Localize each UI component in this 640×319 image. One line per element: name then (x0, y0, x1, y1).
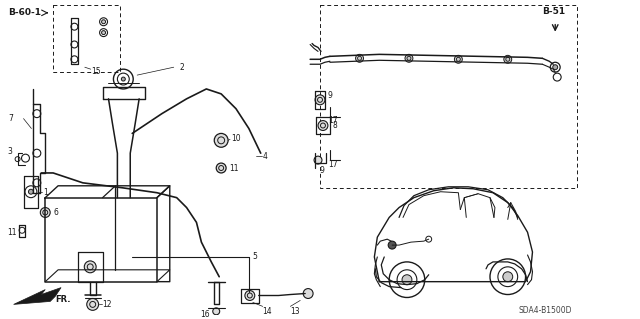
Circle shape (40, 208, 50, 218)
Circle shape (314, 156, 322, 164)
Circle shape (454, 55, 462, 63)
Circle shape (405, 54, 413, 62)
Polygon shape (13, 288, 61, 304)
Text: 4: 4 (262, 152, 268, 161)
Circle shape (318, 121, 328, 130)
Text: 16: 16 (200, 310, 210, 319)
Text: 17: 17 (328, 160, 337, 168)
Text: 8: 8 (333, 121, 337, 130)
Text: 9: 9 (320, 167, 325, 175)
Text: 12: 12 (102, 300, 112, 309)
Circle shape (402, 275, 412, 285)
Text: 3: 3 (8, 147, 13, 156)
Text: 14: 14 (262, 307, 272, 316)
Circle shape (122, 77, 125, 81)
Bar (320, 5, 577, 188)
Circle shape (503, 272, 513, 282)
Circle shape (28, 189, 33, 194)
Text: 10: 10 (231, 134, 241, 143)
Text: 5: 5 (253, 252, 258, 262)
Text: 17: 17 (328, 116, 337, 125)
Text: 1: 1 (44, 188, 48, 197)
Circle shape (84, 261, 96, 273)
Text: SDA4-B1500D: SDA4-B1500D (518, 306, 572, 315)
Text: 15: 15 (91, 67, 100, 76)
Circle shape (214, 133, 228, 147)
Text: 11: 11 (8, 228, 17, 237)
Circle shape (303, 289, 313, 299)
Text: 9: 9 (328, 91, 333, 100)
Text: 7: 7 (9, 114, 13, 123)
Circle shape (216, 163, 226, 173)
Text: 6: 6 (53, 208, 58, 217)
Circle shape (245, 291, 255, 300)
Bar (53, 5, 120, 72)
Text: 11: 11 (229, 164, 239, 173)
Circle shape (315, 95, 325, 105)
Circle shape (87, 299, 99, 310)
Circle shape (504, 55, 512, 63)
Text: FR.: FR. (55, 295, 70, 304)
Circle shape (102, 20, 106, 24)
Text: B-60-1: B-60-1 (8, 8, 41, 17)
Circle shape (388, 241, 396, 249)
Text: 2: 2 (180, 63, 184, 72)
Text: B-51: B-51 (542, 7, 566, 16)
Circle shape (553, 65, 557, 70)
Circle shape (212, 308, 220, 315)
Circle shape (356, 54, 364, 62)
Circle shape (102, 31, 106, 34)
Text: 13: 13 (291, 307, 300, 316)
